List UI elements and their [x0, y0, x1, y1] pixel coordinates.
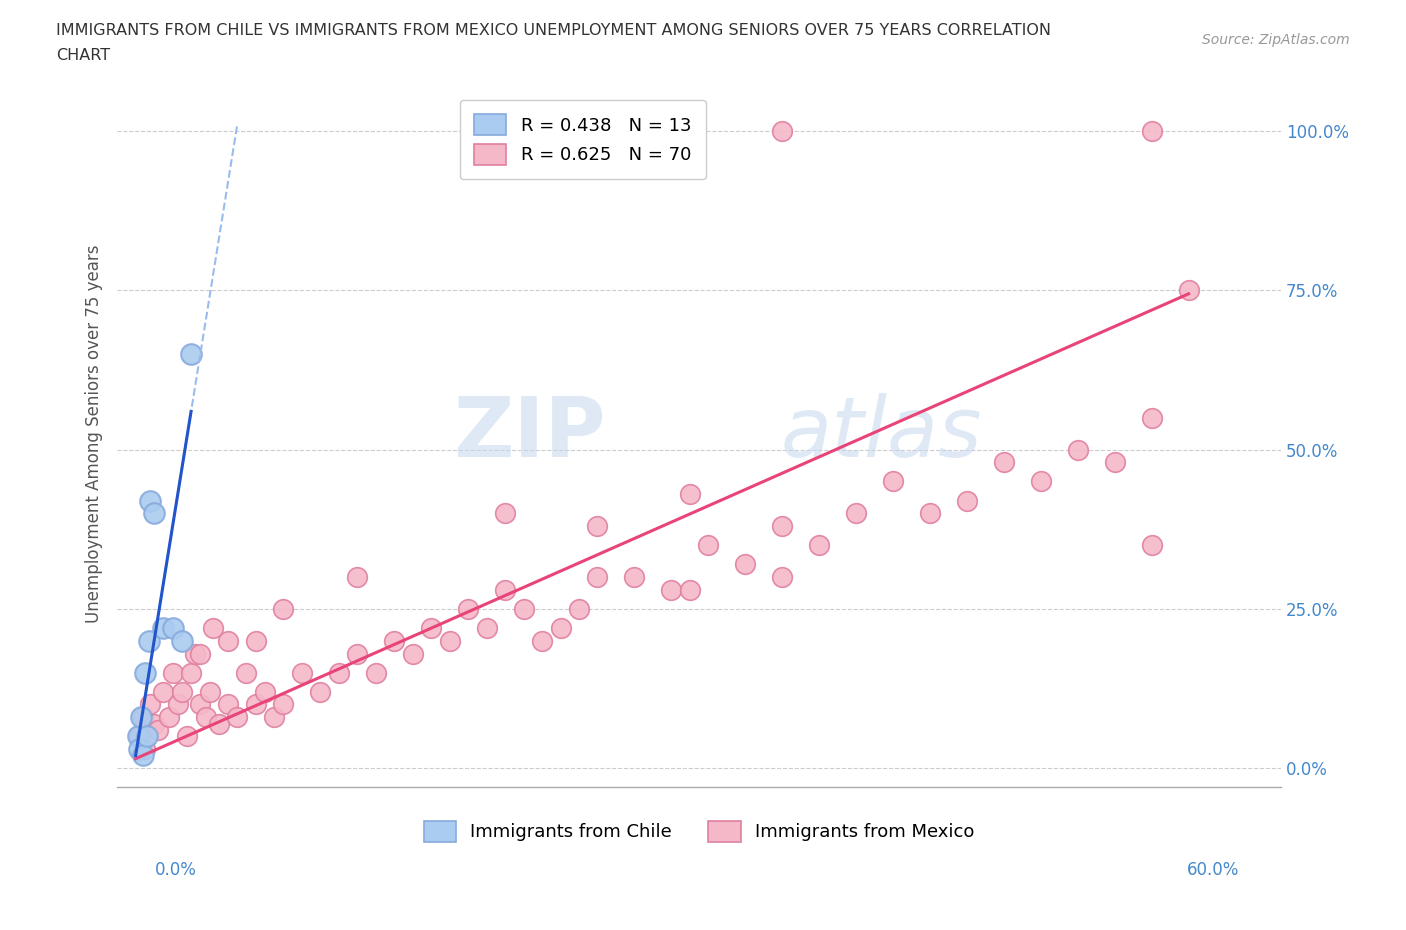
Text: IMMIGRANTS FROM CHILE VS IMMIGRANTS FROM MEXICO UNEMPLOYMENT AMONG SENIORS OVER : IMMIGRANTS FROM CHILE VS IMMIGRANTS FROM…: [56, 23, 1052, 38]
Point: [162, 665, 184, 680]
Point: [135, 729, 157, 744]
Point: [956, 493, 979, 508]
Point: [734, 557, 756, 572]
Point: [128, 729, 150, 744]
Point: [132, 710, 155, 724]
Point: [129, 710, 152, 724]
Point: [170, 684, 193, 699]
Point: [568, 602, 591, 617]
Point: [198, 684, 221, 699]
Point: [475, 620, 498, 635]
Point: [202, 620, 225, 635]
Point: [146, 723, 169, 737]
Point: [170, 633, 193, 648]
Point: [346, 646, 368, 661]
Point: [531, 633, 554, 648]
Point: [309, 684, 332, 699]
Point: [134, 741, 156, 756]
Point: [382, 633, 405, 648]
Point: [167, 698, 190, 712]
Point: [180, 665, 202, 680]
Text: 0.0%: 0.0%: [155, 860, 197, 879]
Point: [882, 474, 904, 489]
Point: [208, 716, 231, 731]
Point: [845, 506, 868, 521]
Point: [139, 698, 162, 712]
Point: [1104, 455, 1126, 470]
Point: [808, 538, 831, 552]
Text: Source: ZipAtlas.com: Source: ZipAtlas.com: [1202, 33, 1350, 46]
Legend: Immigrants from Chile, Immigrants from Mexico: Immigrants from Chile, Immigrants from M…: [416, 814, 981, 849]
Point: [420, 620, 443, 635]
Y-axis label: Unemployment Among Seniors over 75 years: Unemployment Among Seniors over 75 years: [86, 245, 103, 623]
Point: [245, 698, 267, 712]
Point: [152, 684, 174, 699]
Point: [132, 748, 155, 763]
Point: [235, 665, 257, 680]
Point: [494, 506, 516, 521]
Point: [364, 665, 387, 680]
Point: [770, 569, 793, 584]
Point: [623, 569, 645, 584]
Point: [697, 538, 720, 552]
Point: [550, 620, 572, 635]
Point: [273, 602, 295, 617]
Point: [139, 493, 162, 508]
Point: [1140, 410, 1163, 425]
Point: [679, 486, 702, 501]
Point: [402, 646, 425, 661]
Point: [1140, 538, 1163, 552]
Point: [217, 698, 239, 712]
Point: [328, 665, 350, 680]
Point: [188, 646, 211, 661]
Point: [226, 710, 249, 724]
Point: [273, 698, 295, 712]
Point: [245, 633, 267, 648]
Point: [157, 710, 180, 724]
Point: [993, 455, 1015, 470]
Point: [679, 582, 702, 597]
Point: [770, 124, 793, 139]
Point: [291, 665, 314, 680]
Point: [679, 124, 702, 139]
Point: [253, 684, 276, 699]
Point: [346, 569, 368, 584]
Text: ZIP: ZIP: [454, 393, 606, 474]
Point: [176, 729, 198, 744]
Point: [194, 710, 217, 724]
Point: [1029, 474, 1052, 489]
Point: [586, 519, 609, 534]
Point: [184, 646, 207, 661]
Point: [263, 710, 285, 724]
Point: [439, 633, 461, 648]
Point: [180, 347, 202, 362]
Point: [1177, 283, 1199, 298]
Point: [918, 506, 941, 521]
Point: [512, 602, 534, 617]
Point: [586, 569, 609, 584]
Point: [1140, 124, 1163, 139]
Point: [138, 633, 160, 648]
Point: [661, 582, 683, 597]
Point: [188, 698, 211, 712]
Point: [770, 519, 793, 534]
Point: [162, 620, 184, 635]
Point: [1067, 442, 1090, 457]
Text: atlas: atlas: [780, 393, 983, 474]
Point: [457, 602, 479, 617]
Point: [127, 729, 149, 744]
Text: CHART: CHART: [56, 48, 110, 63]
Point: [152, 620, 174, 635]
Point: [128, 741, 150, 756]
Point: [143, 716, 166, 731]
Point: [217, 633, 239, 648]
Point: [134, 665, 156, 680]
Text: 60.0%: 60.0%: [1187, 860, 1240, 879]
Point: [143, 506, 166, 521]
Point: [494, 582, 516, 597]
